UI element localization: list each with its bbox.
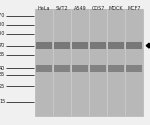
Bar xyxy=(90,65,106,71)
Bar xyxy=(108,9,124,116)
Text: SVT2: SVT2 xyxy=(56,6,69,11)
Text: 55: 55 xyxy=(0,52,5,58)
Bar xyxy=(72,42,88,49)
Text: COS7: COS7 xyxy=(92,6,105,11)
Text: 70: 70 xyxy=(0,43,5,48)
Text: MCF7: MCF7 xyxy=(128,6,141,11)
Text: A549: A549 xyxy=(74,6,87,11)
Bar xyxy=(35,9,143,116)
Bar xyxy=(54,42,70,49)
Bar xyxy=(54,9,70,116)
Bar xyxy=(126,42,142,49)
Text: 25: 25 xyxy=(0,84,5,89)
Text: 35: 35 xyxy=(0,72,5,78)
Bar xyxy=(90,9,106,116)
Bar xyxy=(72,65,88,71)
Bar xyxy=(36,9,52,116)
FancyArrow shape xyxy=(146,43,150,48)
Bar xyxy=(108,42,124,49)
Text: 40: 40 xyxy=(0,66,5,71)
Bar xyxy=(126,9,142,116)
Bar xyxy=(126,65,142,71)
Text: HeLa: HeLa xyxy=(38,6,51,11)
Bar xyxy=(54,65,70,71)
Text: 130: 130 xyxy=(0,22,5,28)
Bar xyxy=(72,9,88,116)
Text: 170: 170 xyxy=(0,13,5,18)
Bar xyxy=(90,42,106,49)
Bar xyxy=(36,42,52,49)
Bar xyxy=(36,65,52,71)
Text: 15: 15 xyxy=(0,99,5,104)
Text: 100: 100 xyxy=(0,31,5,36)
Bar xyxy=(108,65,124,71)
Text: MDCK: MDCK xyxy=(109,6,124,11)
